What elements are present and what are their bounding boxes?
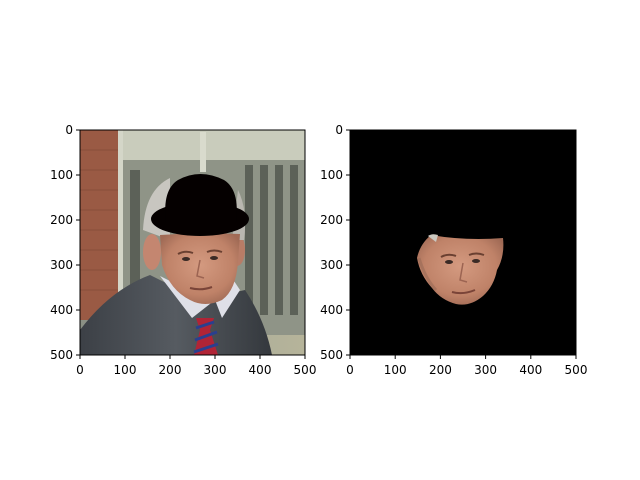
right-xtick-label: 100 — [384, 363, 407, 377]
left-ytick-label: 0 — [65, 123, 73, 137]
right-ytick-label: 100 — [320, 168, 343, 182]
right-xtick-label: 500 — [565, 363, 588, 377]
left-ytick-label: 100 — [50, 168, 73, 182]
left-ytick-label: 500 — [50, 348, 73, 362]
right-ytick-label: 500 — [320, 348, 343, 362]
right-xtick-label: 300 — [474, 363, 497, 377]
left-ytick-label: 200 — [50, 213, 73, 227]
left-xtick-label: 200 — [159, 363, 182, 377]
left-xtick-label: 400 — [249, 363, 272, 377]
right-xtick-label: 0 — [346, 363, 354, 377]
left-ytick-label: 300 — [50, 258, 73, 272]
left-xtick-label: 0 — [76, 363, 84, 377]
bowler-hat — [151, 174, 249, 236]
left-axes-frame — [79, 129, 306, 356]
photo-man-with-bowler-hat — [80, 130, 305, 355]
right-ytick-label: 300 — [320, 258, 343, 272]
right-ytick-label: 400 — [320, 303, 343, 317]
left-xtick-label: 100 — [114, 363, 137, 377]
brick-wall — [80, 130, 120, 320]
right-xtick-label: 400 — [519, 363, 542, 377]
right-ytick-label: 200 — [320, 213, 343, 227]
left-ytick-label: 400 — [50, 303, 73, 317]
face-cutout — [417, 235, 504, 305]
left-xtick-label: 300 — [204, 363, 227, 377]
right-xtick-label: 200 — [429, 363, 452, 377]
photo-face-cutout — [350, 130, 576, 355]
left-xtick-label: 500 — [294, 363, 317, 377]
right-ytick-label: 0 — [335, 123, 343, 137]
right-axes-frame — [349, 129, 577, 356]
